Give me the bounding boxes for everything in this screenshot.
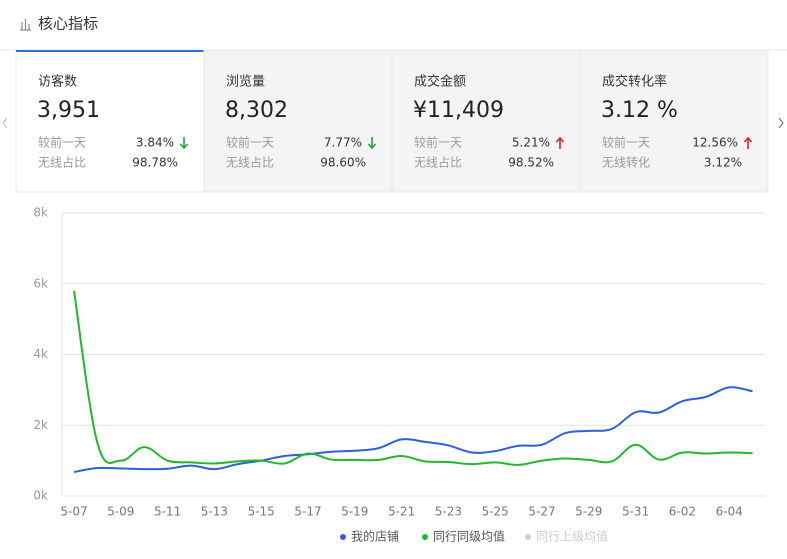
card-label: 成交金额 xyxy=(414,74,466,90)
card-value: 8,302 xyxy=(225,98,288,123)
legend-marker[interactable] xyxy=(340,534,346,540)
kpi-card[interactable]: 浏览量 8,302 较前一天 7.77% 无线占比 98.60% xyxy=(203,49,393,193)
y-tick-label: 0k xyxy=(33,489,48,503)
legend-marker[interactable] xyxy=(525,534,531,540)
card-bg xyxy=(579,49,769,193)
card-label: 浏览量 xyxy=(226,74,265,90)
x-tick-label: 5-11 xyxy=(154,505,181,519)
legend-label[interactable]: 我的店铺 xyxy=(351,529,399,544)
row-value: 98.60% xyxy=(320,156,366,170)
x-tick-label: 5-23 xyxy=(435,505,462,519)
row-value: 7.77% xyxy=(324,136,362,150)
legend-label[interactable]: 同行同级均值 xyxy=(433,529,505,544)
kpi-card[interactable]: 访客数 3,951 较前一天 3.84% 无线占比 98.78% xyxy=(15,49,205,193)
y-tick-label: 8k xyxy=(33,206,48,220)
header-title: 核心指标 xyxy=(38,15,98,33)
y-tick-label: 4k xyxy=(33,347,48,361)
card-value: ¥11,409 xyxy=(413,98,504,123)
card-bg xyxy=(203,49,393,193)
card-selected-bar xyxy=(16,50,204,52)
legend-label[interactable]: 同行上级均值 xyxy=(536,529,608,544)
row-label: 无线占比 xyxy=(226,155,274,170)
prev-arrow[interactable] xyxy=(2,117,8,129)
card-value: 3.12 % xyxy=(601,98,678,123)
row-value: 3.84% xyxy=(136,136,174,150)
row-label: 无线占比 xyxy=(414,155,462,170)
card-bg xyxy=(391,49,581,193)
x-tick-label: 5-13 xyxy=(201,505,228,519)
x-tick-label: 5-07 xyxy=(60,505,87,519)
trend-arrow xyxy=(179,137,189,150)
kpi-card[interactable]: 成交转化率 3.12 % 较前一天 12.56% 无线转化 3.12% xyxy=(579,49,769,193)
row-label: 较前一天 xyxy=(602,135,650,150)
row-label: 较前一天 xyxy=(38,135,86,150)
row-value: 3.12% xyxy=(704,156,742,170)
y-tick-label: 2k xyxy=(33,418,48,432)
legend-marker[interactable] xyxy=(422,534,428,540)
header-icon xyxy=(20,19,31,31)
x-tick-label: 5-31 xyxy=(622,505,649,519)
row-label: 无线转化 xyxy=(602,155,650,170)
card-label: 访客数 xyxy=(38,74,77,90)
trend-arrow xyxy=(555,136,565,149)
x-tick-label: 5-15 xyxy=(248,505,275,519)
row-value: 5.21% xyxy=(512,136,550,150)
x-tick-label: 5-29 xyxy=(575,505,602,519)
row-label: 较前一天 xyxy=(414,135,462,150)
card-label: 成交转化率 xyxy=(602,74,667,90)
x-tick-label: 5-27 xyxy=(528,505,555,519)
series-line xyxy=(73,290,753,466)
row-value: 98.52% xyxy=(508,156,554,170)
row-label: 无线占比 xyxy=(38,155,86,170)
x-tick-label: 5-21 xyxy=(388,505,415,519)
trend-arrow xyxy=(743,136,753,149)
x-tick-label: 6-04 xyxy=(716,505,743,519)
card-value: 3,951 xyxy=(37,98,100,123)
x-tick-label: 5-17 xyxy=(294,505,321,519)
series-line xyxy=(73,386,753,473)
x-tick-label: 6-02 xyxy=(669,505,696,519)
row-value: 12.56% xyxy=(692,136,738,150)
x-tick-label: 5-09 xyxy=(107,505,134,519)
next-arrow[interactable] xyxy=(778,117,784,129)
kpi-card[interactable]: 成交金额 ¥11,409 较前一天 5.21% 无线占比 98.52% xyxy=(391,49,581,193)
x-tick-label: 5-19 xyxy=(341,505,368,519)
row-label: 较前一天 xyxy=(226,135,274,150)
row-value: 98.78% xyxy=(132,156,178,170)
x-tick-label: 5-25 xyxy=(482,505,509,519)
y-tick-label: 6k xyxy=(33,276,48,290)
trend-arrow xyxy=(367,137,377,150)
